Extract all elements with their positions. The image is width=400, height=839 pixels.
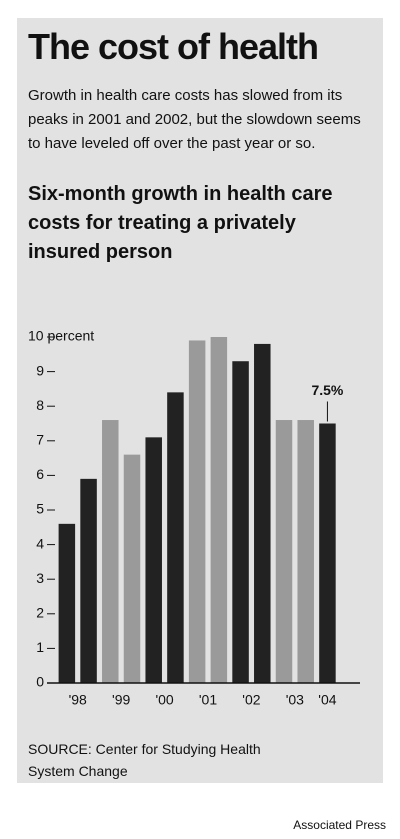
y-tick-label: 4: [36, 535, 44, 551]
bar: [145, 437, 162, 683]
x-tick-label: '00: [155, 692, 173, 708]
y-tick-label: 0: [36, 674, 44, 690]
bar: [254, 343, 271, 683]
y-tick-label: 7: [36, 432, 44, 448]
bar: [188, 340, 206, 683]
bar: [58, 523, 76, 683]
x-tick-label: '98: [69, 692, 87, 708]
bar: [319, 423, 336, 683]
y-tick-label: 9: [36, 362, 44, 378]
bar: [123, 454, 141, 683]
y-tick-label: 2: [36, 605, 44, 621]
y-tick-label: 8: [36, 397, 44, 413]
bar: [232, 361, 249, 683]
bar: [210, 337, 228, 683]
y-tick-label: 6: [36, 466, 44, 482]
bar: [80, 478, 97, 683]
bar: [167, 392, 184, 683]
value-label: 7.5%: [311, 382, 343, 398]
y-tick-label: 3: [36, 570, 44, 586]
chart-title: Six-month growth in health care costs fo…: [28, 183, 333, 263]
x-tick-label: '02: [242, 692, 260, 708]
y-tick-label: 5: [36, 501, 44, 517]
y-tick-label: 1: [36, 639, 44, 655]
y-tick-label: 10 percent: [28, 328, 94, 344]
bar: [275, 420, 293, 683]
title: The cost of health: [28, 26, 319, 67]
source: SOURCE: Center for Studying Health Syste…: [28, 741, 261, 779]
credit: Associated Press: [293, 818, 386, 832]
subtitle: Growth in health care costs has slowed f…: [28, 87, 361, 152]
x-tick-label: '01: [199, 692, 217, 708]
bar: [102, 420, 119, 683]
x-tick-label: '04: [318, 692, 336, 708]
x-tick-label: '03: [286, 692, 304, 708]
bar: [297, 420, 314, 683]
x-tick-label: '99: [112, 692, 130, 708]
